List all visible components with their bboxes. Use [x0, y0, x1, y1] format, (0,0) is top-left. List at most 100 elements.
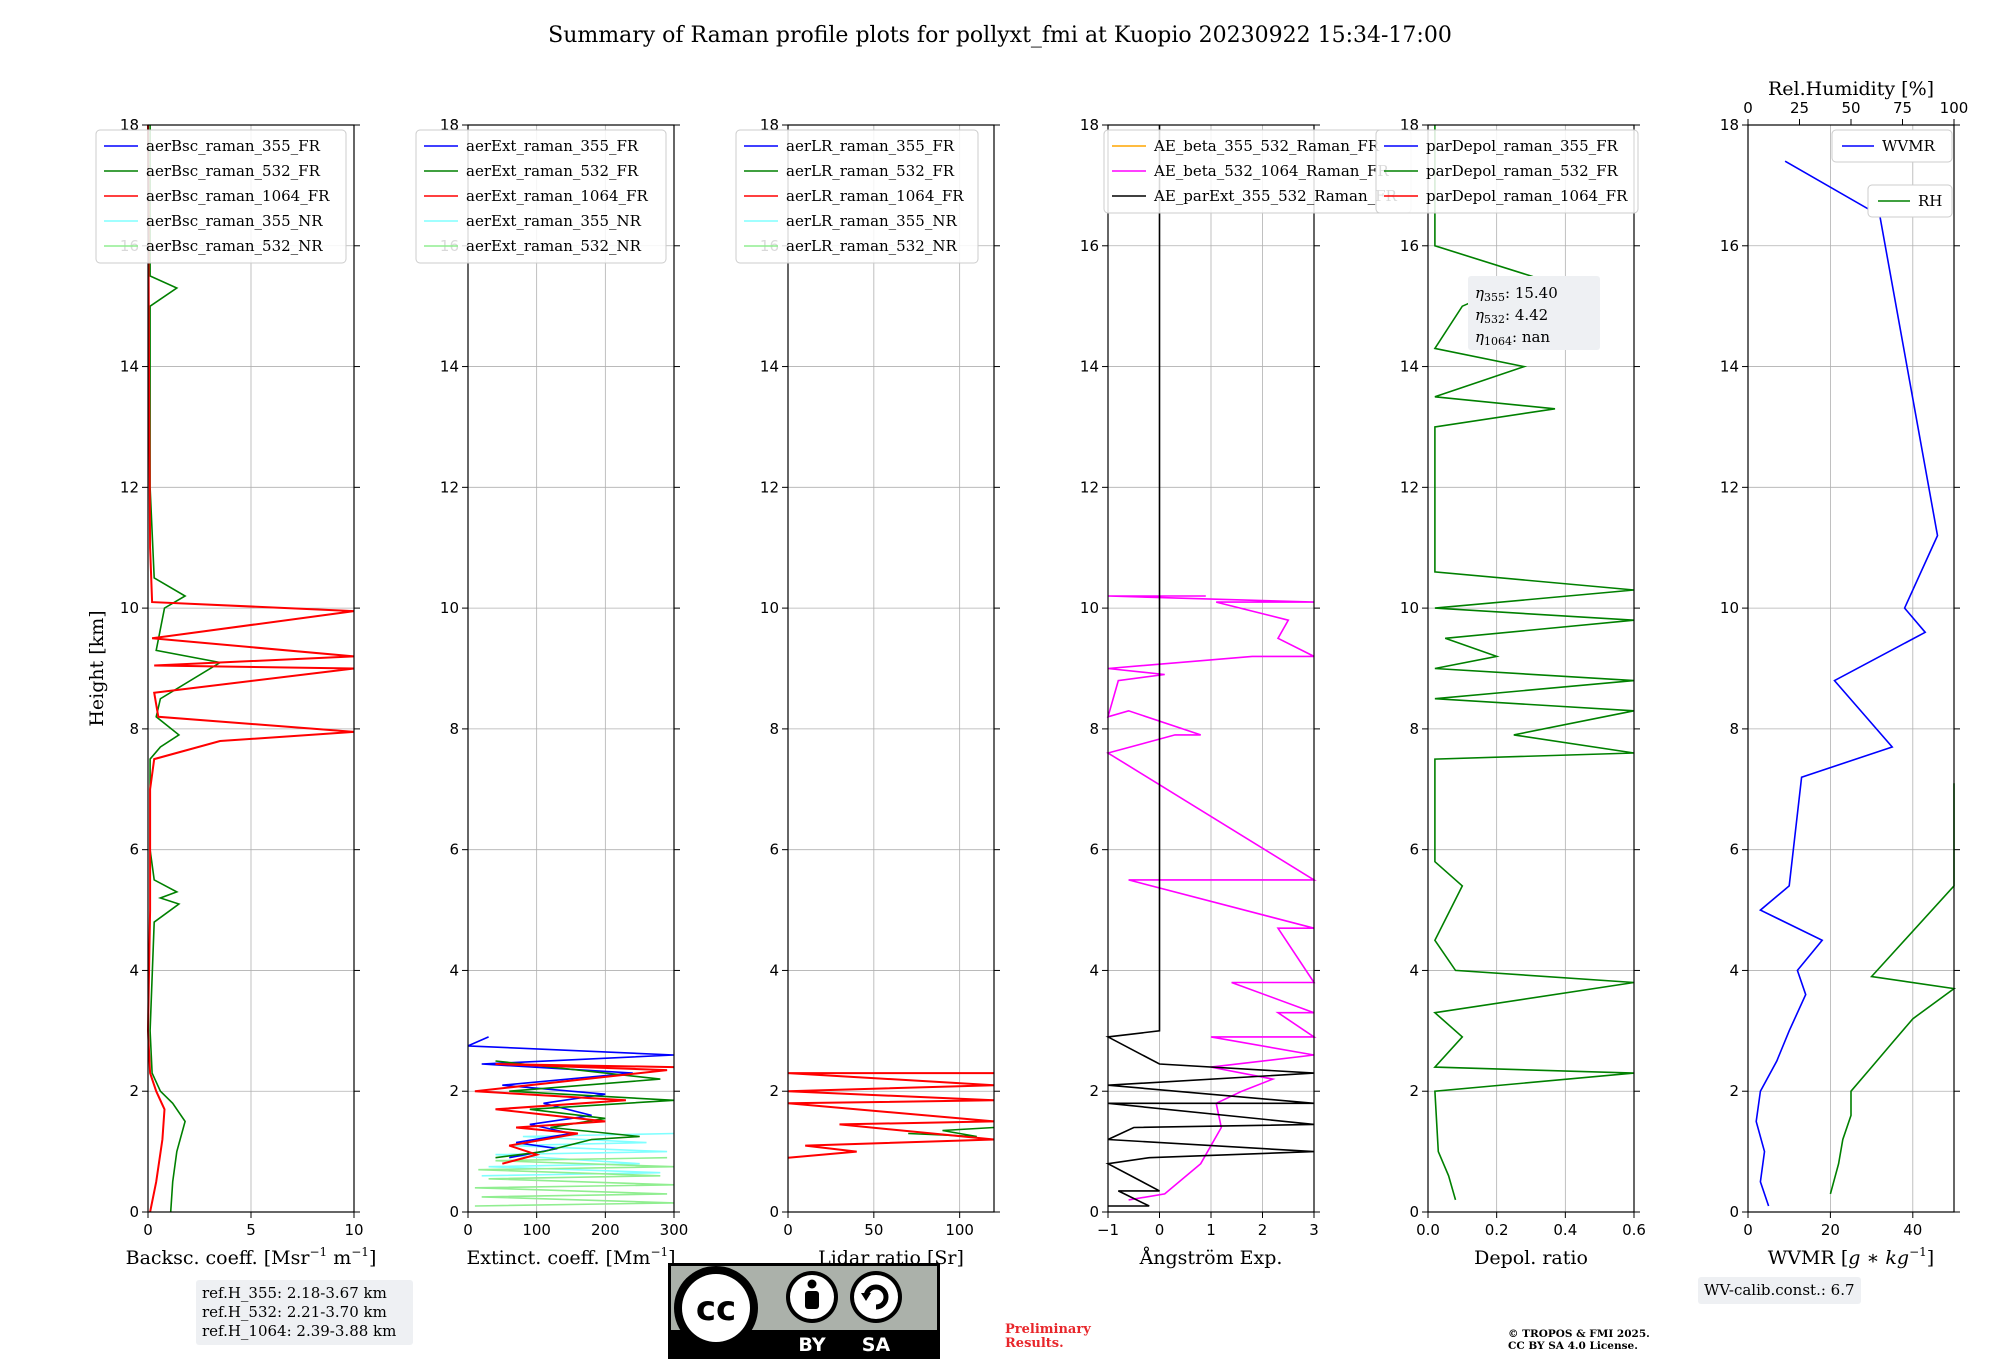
- legend-label: aerBsc_raman_1064_FR: [146, 187, 330, 205]
- y-tick-label: 12: [1720, 478, 1739, 496]
- x-tick-label: 0.2: [1485, 1221, 1509, 1239]
- series-group: [787, 1072, 995, 1159]
- x-tick-label: 2: [1258, 1221, 1268, 1239]
- legend-label: parDepol_raman_532_FR: [1426, 162, 1619, 180]
- annotation-line: η1064: nan: [1475, 328, 1550, 348]
- x-tick-label: 0: [143, 1221, 153, 1239]
- annotation-line: η355: 15.40: [1475, 284, 1558, 304]
- ref-h-355: ref.H_355: 2.18-3.67 km: [202, 1284, 387, 1302]
- preliminary-results-note: Preliminary Results.: [1005, 1322, 1091, 1351]
- y-tick-label: 14: [1400, 358, 1419, 376]
- figure-title: Summary of Raman profile plots for polly…: [548, 23, 1452, 48]
- y-tick-label: 0: [1729, 1203, 1739, 1221]
- series-line-aerBsc_raman_532_FR: [149, 125, 223, 1213]
- x-tick-label: 200: [591, 1221, 620, 1239]
- copyright-note: © TROPOS & FMI 2025. CC BY SA 4.0 Licens…: [1508, 1328, 1650, 1352]
- legend-label: aerExt_raman_1064_FR: [466, 187, 648, 205]
- top-x-tick-label: 50: [1841, 99, 1860, 117]
- legend-box: [1831, 129, 1953, 163]
- x-tick-label: 0: [783, 1221, 793, 1239]
- person-body-icon: [805, 1291, 819, 1309]
- x-tick-label: 0: [463, 1221, 473, 1239]
- x-tick-label: 300: [660, 1221, 689, 1239]
- y-tick-label: 16: [1080, 237, 1099, 255]
- series-line-aerExt_raman_532_NR: [474, 1156, 675, 1207]
- panel-3: 050100024681012141618Lidar ratio [Sr]aer…: [735, 116, 1000, 1269]
- series-group: [1755, 160, 1957, 1207]
- top-x-tick-label: 25: [1790, 99, 1809, 117]
- legend-label: aerBsc_raman_532_FR: [146, 162, 321, 180]
- y-tick-label: 10: [760, 599, 779, 617]
- y-tick-label: 0: [769, 1203, 779, 1221]
- series-line-aerExt_raman_532_FR: [495, 1060, 675, 1159]
- series-line-RH: [1829, 783, 1957, 1195]
- legend: parDepol_raman_355_FR parDepol_raman_532_…: [1375, 129, 1639, 214]
- y-tick-label: 6: [449, 841, 459, 859]
- y-tick-label: 6: [1089, 841, 1099, 859]
- x-tick-label: 20: [1821, 1221, 1840, 1239]
- x-axis-label: WVMR [g ∗ kg−1]: [1768, 1245, 1934, 1269]
- x-axis-label: Extinct. coeff. [Mm−1]: [466, 1245, 675, 1269]
- legend-box: [95, 129, 347, 264]
- reference-height-box: ref.H_355: 2.18-3.67 km ref.H_532: 2.21-…: [196, 1280, 413, 1345]
- x-tick-label: 100: [522, 1221, 551, 1239]
- y-tick-label: 6: [1409, 841, 1419, 859]
- y-tick-label: 18: [1720, 116, 1739, 134]
- x-axis-label: Depol. ratio: [1474, 1247, 1588, 1269]
- cc-by-sa-license-badge: cc BY SA: [668, 1263, 940, 1359]
- top-x-tick-label: 100: [1940, 99, 1969, 117]
- cc-inner-circle-icon: [682, 1274, 750, 1342]
- panel-2: 0100200300024681012141618Extinct. coeff.…: [415, 116, 689, 1269]
- y-tick-label: 8: [129, 720, 139, 738]
- legend: WVMR RH: [1831, 129, 1953, 218]
- legend: aerLR_raman_355_FR aerLR_raman_532_FR aerL…: [735, 129, 979, 264]
- y-tick-label: 14: [120, 358, 139, 376]
- annotation-line: η532: 4.42: [1475, 306, 1548, 326]
- series-line-aerExt_raman_355_NR: [481, 1132, 675, 1177]
- legend-box: [415, 129, 667, 264]
- legend-box: [735, 129, 979, 264]
- y-tick-label: 10: [1400, 599, 1419, 617]
- y-tick-label: 14: [440, 358, 459, 376]
- y-tick-label: 6: [1729, 841, 1739, 859]
- y-tick-label: 14: [1080, 358, 1099, 376]
- series-line-aerLR_raman_1064_FR: [787, 1072, 995, 1159]
- wv-calib-const: WV-calib.const.: 6.7: [1704, 1281, 1855, 1299]
- y-tick-label: 2: [1409, 1082, 1419, 1100]
- x-axis-label: Ångström Exp.: [1139, 1247, 1283, 1269]
- y-tick-label: 12: [1400, 478, 1419, 496]
- y-tick-label: 12: [440, 478, 459, 496]
- x-tick-label: 0: [1743, 1221, 1753, 1239]
- y-tick-label: 4: [1089, 961, 1099, 979]
- panel-6: 0 20 40 0 2 4 6 8 10 12 14 16 18 WVMR [g ∗ kg−1] 0 25 50…: [1720, 78, 1968, 1269]
- x-tick-label: 0.0: [1416, 1221, 1440, 1239]
- y-tick-label: 2: [1089, 1082, 1099, 1100]
- legend-label: AE_parExt_355_532_Raman_FR: [1153, 187, 1398, 205]
- y-tick-label: 6: [129, 841, 139, 859]
- x-tick-label: −1: [1097, 1221, 1119, 1239]
- y-tick-label: 0: [129, 1203, 139, 1221]
- y-tick-label: 10: [1080, 599, 1099, 617]
- y-tick-label: 8: [1729, 720, 1739, 738]
- y-tick-label: 2: [769, 1082, 779, 1100]
- x-tick-label: 50: [864, 1221, 883, 1239]
- x-tick-label: 0.4: [1553, 1221, 1577, 1239]
- top-x-tick-label: 75: [1893, 99, 1912, 117]
- ref-h-1064: ref.H_1064: 2.39-3.88 km: [202, 1322, 397, 1340]
- legend-label: aerBsc_raman_355_NR: [146, 212, 323, 230]
- y-tick-label: 8: [449, 720, 459, 738]
- series-group: [1433, 125, 1635, 1201]
- y-tick-label: 0: [449, 1203, 459, 1221]
- y-tick-label: 4: [1729, 961, 1739, 979]
- series-group: [467, 1036, 675, 1207]
- legend-label: aerExt_raman_532_NR: [466, 237, 642, 255]
- legend-label: aerExt_raman_355_NR: [466, 212, 642, 230]
- legend-label: aerLR_raman_532_FR: [786, 162, 955, 180]
- series-line-WVMR: [1755, 160, 1939, 1207]
- y-tick-label: 12: [120, 478, 139, 496]
- y-tick-label: 10: [1720, 599, 1739, 617]
- sa-label: SA: [862, 1334, 891, 1356]
- x-tick-label: 5: [246, 1221, 256, 1239]
